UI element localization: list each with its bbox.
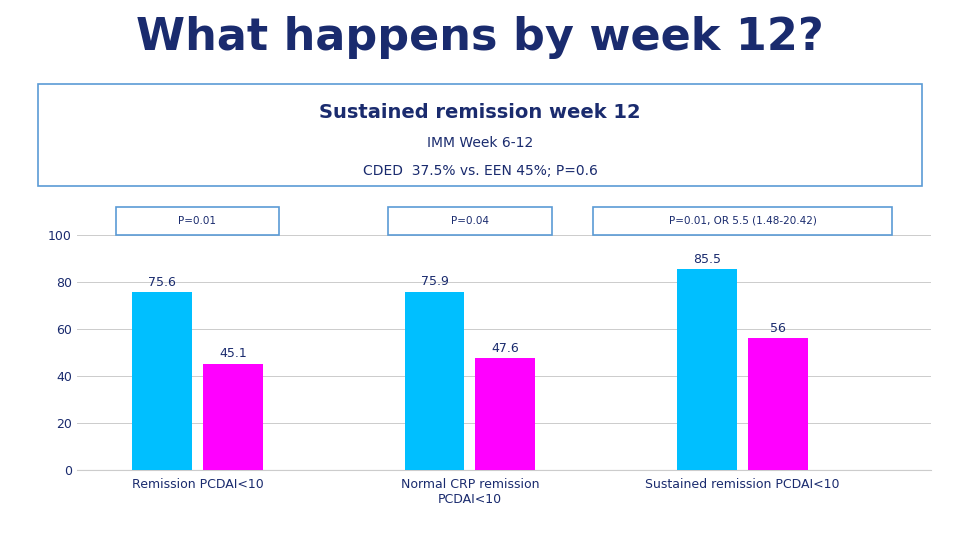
Text: Sustained remission week 12: Sustained remission week 12	[319, 103, 641, 122]
Bar	[677, 269, 737, 470]
FancyBboxPatch shape	[115, 207, 279, 235]
Text: 47.6: 47.6	[492, 341, 519, 355]
Text: P=0.01: P=0.01	[179, 216, 216, 226]
Bar	[404, 292, 465, 470]
Bar	[132, 292, 192, 470]
Bar	[748, 339, 808, 470]
Text: 45.1: 45.1	[219, 347, 247, 360]
Text: P=0.01, OR 5.5 (1.48-20.42): P=0.01, OR 5.5 (1.48-20.42)	[668, 216, 816, 226]
Text: IMM Week 6-12: IMM Week 6-12	[427, 136, 533, 150]
Text: 75.9: 75.9	[420, 275, 448, 288]
Text: 85.5: 85.5	[693, 253, 721, 266]
FancyBboxPatch shape	[592, 207, 893, 235]
Bar	[203, 364, 263, 470]
FancyBboxPatch shape	[388, 207, 552, 235]
Text: P=0.04: P=0.04	[451, 216, 489, 226]
Text: 75.6: 75.6	[148, 276, 176, 289]
Text: What happens by week 12?: What happens by week 12?	[136, 16, 824, 59]
Text: CDED  37.5% vs. EEN 45%; P=0.6: CDED 37.5% vs. EEN 45%; P=0.6	[363, 164, 597, 178]
Text: 56: 56	[770, 322, 786, 335]
Bar	[475, 358, 536, 470]
